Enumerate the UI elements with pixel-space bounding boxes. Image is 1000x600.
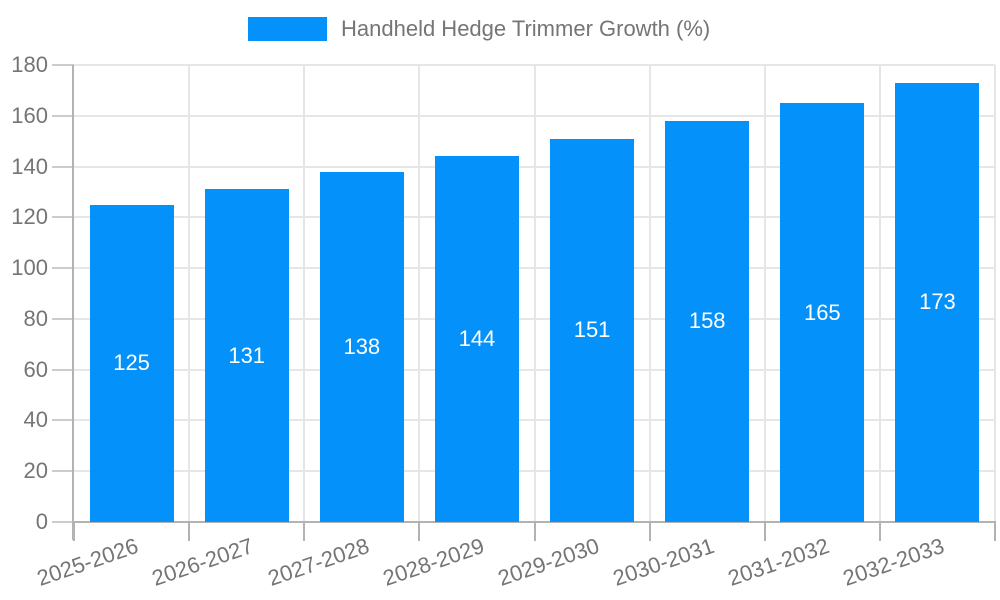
legend: Handheld Hedge Trimmer Growth (%) <box>248 16 710 42</box>
bar[interactable] <box>550 138 635 522</box>
bar[interactable] <box>89 204 174 522</box>
v-gridline <box>418 65 421 522</box>
bar[interactable] <box>204 189 289 522</box>
x-tick-mark <box>533 523 536 541</box>
bar-value-label: 125 <box>113 350 150 376</box>
bar[interactable] <box>665 120 750 522</box>
y-tick-mark <box>52 317 74 320</box>
x-category-label: 2030-2031 <box>609 533 718 591</box>
x-category-label: 2031-2032 <box>724 533 833 591</box>
bar-value-label: 158 <box>688 308 726 334</box>
y-tick-label: 60 <box>23 356 48 382</box>
x-category-label: 2029-2030 <box>494 533 603 591</box>
bar[interactable] <box>895 82 980 522</box>
y-tick-label: 140 <box>11 153 48 179</box>
x-tick-mark <box>303 523 306 541</box>
y-tick-label: 0 <box>35 509 48 534</box>
x-category-label: 2025-2026 <box>34 533 142 591</box>
y-tick-mark <box>52 64 74 66</box>
bar-value-label: 144 <box>458 326 496 352</box>
x-tick-mark <box>188 523 191 541</box>
y-tick-mark <box>52 216 74 219</box>
bar[interactable] <box>780 103 865 522</box>
bar-value-label: 151 <box>573 317 611 343</box>
v-gridline <box>188 65 191 522</box>
x-category-label: 2032-2033 <box>839 533 948 591</box>
v-gridline <box>648 65 651 522</box>
y-tick-label: 180 <box>11 52 48 77</box>
y-tick-label: 80 <box>23 305 48 331</box>
y-tick-mark <box>52 114 74 117</box>
bar-value-label: 138 <box>343 333 381 359</box>
y-tick-label: 20 <box>23 458 48 484</box>
legend-swatch <box>248 17 327 41</box>
y-tick-mark <box>52 267 74 270</box>
bar[interactable] <box>319 171 404 522</box>
x-tick-mark <box>648 523 651 541</box>
y-tick-mark <box>52 470 74 473</box>
x-tick-mark <box>878 523 881 541</box>
x-tick-mark <box>73 523 75 541</box>
y-tick-mark <box>52 165 74 168</box>
bar-value-label: 165 <box>803 299 841 325</box>
x-category-label: 2026-2027 <box>149 533 257 591</box>
y-tick-mark <box>52 419 74 422</box>
v-gridline <box>994 65 996 522</box>
x-tick-mark <box>418 523 421 541</box>
bar-value-label: 173 <box>919 289 956 315</box>
y-tick-mark <box>52 368 74 371</box>
y-axis-line <box>72 65 74 540</box>
y-tick-label: 160 <box>11 102 48 128</box>
v-gridline <box>303 65 306 522</box>
bar[interactable] <box>434 156 519 522</box>
x-tick-mark <box>994 523 996 541</box>
x-category-label: 2027-2028 <box>264 533 372 591</box>
v-gridline <box>763 65 766 522</box>
y-tick-label: 120 <box>11 204 48 230</box>
bar-value-label: 131 <box>228 342 266 368</box>
legend-label: Handheld Hedge Trimmer Growth (%) <box>341 16 711 41</box>
x-axis-line <box>73 521 996 523</box>
v-gridline <box>878 65 881 522</box>
y-tick-label: 100 <box>11 255 48 281</box>
v-gridline <box>533 65 536 522</box>
y-tick-mark <box>52 521 74 523</box>
x-category-label: 2028-2029 <box>379 533 488 591</box>
y-tick-label: 40 <box>23 407 48 433</box>
x-tick-mark <box>763 523 766 541</box>
